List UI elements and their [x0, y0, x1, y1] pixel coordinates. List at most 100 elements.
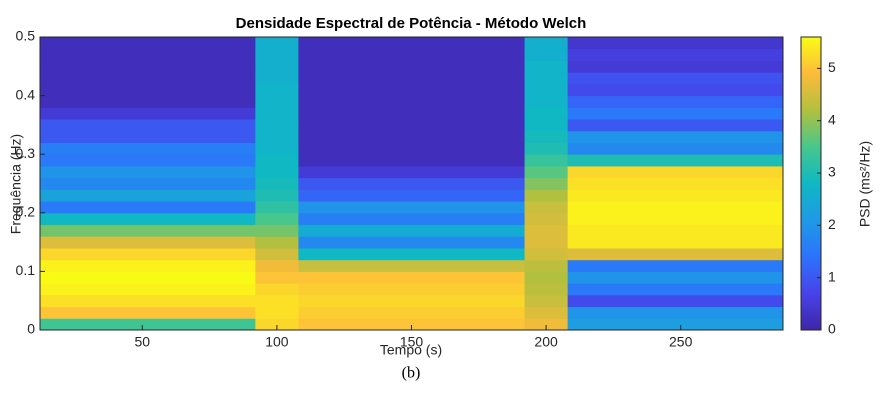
heatmap-cell — [524, 224, 569, 237]
heatmap-cell — [567, 247, 784, 261]
heatmap-cell — [255, 271, 299, 284]
heatmap-cell — [298, 154, 526, 167]
x-tick-label: 50 — [135, 334, 151, 350]
colorbar — [800, 36, 822, 331]
heatmap-cell — [255, 165, 299, 179]
heatmap-cell — [524, 119, 569, 132]
heatmap-cell — [524, 72, 569, 85]
x-tick-label: 250 — [669, 334, 693, 350]
heatmap-cell — [40, 142, 256, 155]
heatmap-cell — [524, 294, 569, 308]
heatmap-cell — [567, 165, 784, 179]
heatmap-cell — [40, 212, 256, 226]
heatmap-cell — [298, 283, 526, 296]
heatmap-cell — [524, 130, 569, 143]
heatmap-cell — [40, 72, 256, 85]
heatmap-cell — [255, 306, 299, 319]
heatmap-cell — [40, 37, 256, 50]
heatmap-cell — [255, 294, 299, 308]
heatmap-cell — [524, 271, 569, 284]
heatmap-cell — [567, 72, 784, 85]
heatmap-cell — [40, 95, 256, 108]
heatmap-cell — [524, 236, 569, 249]
heatmap-cell — [298, 48, 526, 61]
chart-title: Densidade Espectral de Potência - Método… — [236, 15, 587, 32]
heatmap-cell — [524, 247, 569, 261]
heatmap-cell — [298, 224, 526, 237]
heatmap-cell — [298, 247, 526, 261]
y-axis-label: Frequência (Hz) — [8, 134, 24, 234]
heatmap-cell — [255, 48, 299, 61]
heatmap-cell — [255, 283, 299, 296]
heatmap-cell — [567, 142, 784, 155]
heatmap-cell — [524, 189, 569, 202]
heatmap-cell — [255, 107, 299, 120]
heatmap-cell — [524, 154, 569, 167]
x-axis-label: Tempo (s) — [380, 342, 442, 358]
heatmap-cell — [255, 177, 299, 190]
x-tick-label: 100 — [265, 334, 289, 350]
heatmap-cell — [298, 72, 526, 85]
heatmap-cell — [255, 119, 299, 132]
heatmap-cell — [40, 154, 256, 167]
heatmap-cell — [524, 201, 569, 214]
caption: (b) — [402, 365, 421, 382]
heatmap-cell — [524, 259, 569, 272]
heatmap-cell — [40, 247, 256, 261]
heatmap-cell — [524, 107, 569, 120]
heatmap-cell — [567, 224, 784, 237]
heatmap-cell — [40, 294, 256, 308]
heatmap-cell — [524, 60, 569, 73]
colorbar-tick-label: 0 — [828, 321, 836, 337]
y-tick-label: 0.4 — [16, 86, 36, 102]
heatmap-cell — [40, 318, 256, 331]
heatmap-cell — [524, 318, 569, 331]
heatmap-cell — [40, 201, 256, 214]
heatmap-cell — [567, 60, 784, 73]
heatmap-cell — [524, 306, 569, 319]
heatmap-cell — [255, 95, 299, 108]
heatmap-cell — [298, 83, 526, 97]
heatmap-cell — [298, 177, 526, 190]
heatmap-cell — [255, 224, 299, 237]
heatmap-cell — [255, 154, 299, 167]
heatmap-cell — [298, 107, 526, 120]
x-tick-label: 200 — [534, 334, 558, 350]
heatmap-cell — [524, 142, 569, 155]
heatmap-cell — [567, 48, 784, 61]
heatmap-cell — [255, 212, 299, 226]
heatmap-cell — [298, 294, 526, 308]
heatmap-cell — [524, 283, 569, 296]
heatmap-cell — [255, 83, 299, 97]
heatmap-cell — [524, 37, 569, 50]
heatmap-cell — [40, 236, 256, 249]
heatmap-cell — [567, 283, 784, 296]
heatmap-cell — [298, 212, 526, 226]
heatmap-cell — [255, 189, 299, 202]
heatmap-cell — [567, 119, 784, 132]
heatmap-cell — [567, 37, 784, 50]
heatmap-cell — [567, 189, 784, 202]
heatmap-cell — [40, 189, 256, 202]
heatmap-cell — [40, 306, 256, 319]
heatmap-cell — [524, 48, 569, 61]
heatmap-cell — [567, 83, 784, 97]
heatmap-cell — [298, 37, 526, 50]
heatmap-cell — [255, 247, 299, 261]
y-tick-label: 0.1 — [16, 262, 36, 278]
y-tick-label: 0.3 — [16, 145, 36, 161]
heatmap-cell — [567, 201, 784, 214]
heatmap-cell — [40, 283, 256, 296]
x-tick-label: 150 — [400, 334, 424, 350]
heatmap-cell — [40, 83, 256, 97]
heatmap-cell — [255, 60, 299, 73]
heatmap-cell — [298, 306, 526, 319]
colorbar-tick-label: 2 — [828, 216, 836, 232]
heatmap-cell — [40, 259, 256, 272]
heatmap-cell — [567, 130, 784, 143]
y-tick-label: 0 — [27, 321, 35, 337]
heatmap-cell — [567, 212, 784, 226]
colorbar-tick-label: 5 — [828, 59, 836, 75]
heatmap-cell — [40, 177, 256, 190]
heatmap-cell — [40, 130, 256, 143]
